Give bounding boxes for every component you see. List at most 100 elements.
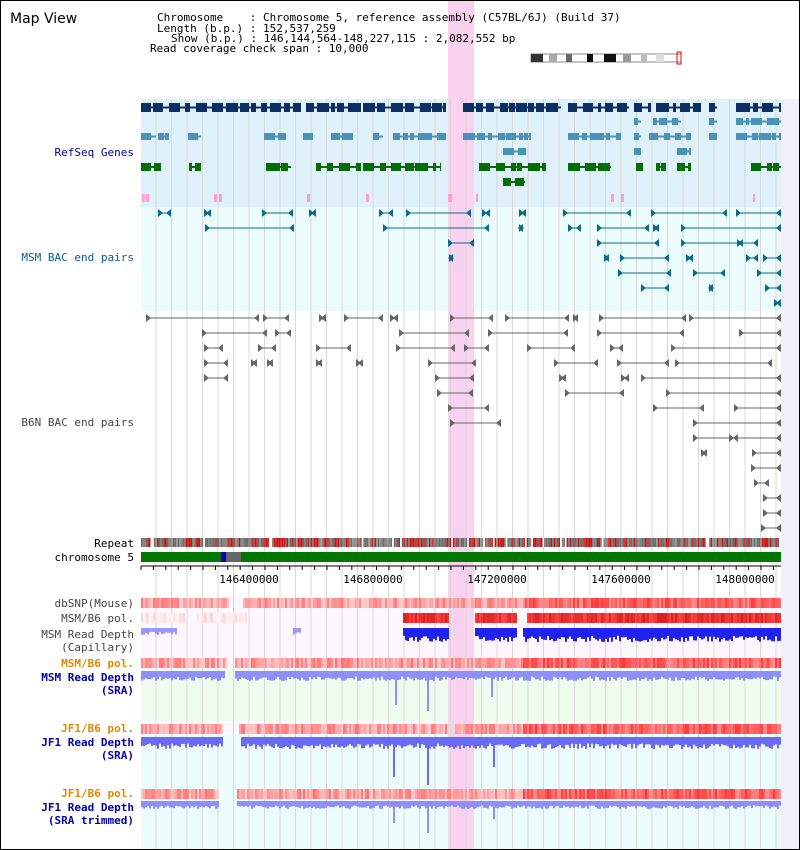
heat-cell — [635, 598, 637, 608]
depth-bar — [707, 671, 709, 681]
depth-bar — [733, 628, 735, 637]
msm-pol-sra-label[interactable]: MSM/B6 pol. — [61, 657, 134, 670]
heat-cell — [445, 658, 447, 668]
msm-depth-sra-label-1[interactable]: MSM Read Depth — [41, 671, 134, 684]
heat-cell — [361, 658, 363, 668]
msm-bac-label[interactable]: MSM BAC end pairs — [21, 251, 134, 264]
heat-cell — [375, 598, 377, 608]
right-margin-bg — [781, 99, 799, 849]
heat-cell — [321, 789, 323, 799]
jf1-pol-label[interactable]: JF1/B6 pol. — [61, 722, 134, 735]
heat-cell — [587, 613, 589, 623]
heat-cell — [657, 724, 659, 734]
heat-cell — [419, 789, 421, 799]
depth-bar — [365, 671, 367, 679]
depth-bar — [169, 671, 171, 679]
heat-cell — [581, 658, 583, 668]
depth-bar — [771, 671, 773, 680]
heat-cell — [185, 658, 187, 668]
depth-bar — [367, 801, 369, 807]
depth-bar — [525, 737, 527, 748]
heat-cell — [681, 598, 683, 608]
depth-bar — [545, 801, 547, 809]
heat-cell — [767, 724, 769, 734]
heat-cell — [141, 658, 143, 668]
gene-exon — [528, 103, 534, 112]
repeat-mark — [441, 538, 444, 547]
depth-bar — [143, 671, 145, 680]
jf1-pol-trimmed-label[interactable]: JF1/B6 pol. — [61, 787, 134, 800]
jf1-trimmed-depth-label-1[interactable]: JF1 Read Depth — [41, 801, 134, 814]
heat-cell — [441, 658, 443, 668]
heat-cell — [323, 724, 325, 734]
heat-cell — [311, 598, 313, 608]
msm-pol-capillary-label[interactable]: MSM/B6 pol. — [61, 612, 134, 625]
depth-bar — [461, 671, 463, 679]
depth-bar — [509, 737, 511, 748]
depth-bar — [613, 628, 615, 638]
depth-bar — [153, 671, 155, 678]
depth-bar — [659, 628, 661, 642]
ideogram-band — [566, 54, 572, 62]
depth-bar — [147, 628, 149, 635]
b6n-bac-label[interactable]: B6N BAC end pairs — [21, 416, 134, 429]
heat-cell — [679, 789, 681, 799]
depth-bar — [735, 628, 737, 638]
depth-bar — [267, 737, 269, 745]
depth-bar — [623, 737, 625, 747]
dbsnp-label[interactable]: dbSNP(Mouse) — [54, 597, 134, 610]
heat-cell — [671, 613, 673, 623]
depth-bar — [667, 628, 669, 636]
repeat-mark — [680, 538, 682, 547]
heat-cell — [733, 724, 735, 734]
heat-cell — [735, 598, 737, 608]
depth-bar — [495, 737, 497, 746]
heat-cell — [469, 724, 471, 734]
depth-bar — [543, 628, 545, 640]
depth-bar — [439, 671, 441, 681]
depth-bar — [687, 628, 689, 641]
heat-cell — [343, 789, 345, 799]
repeat-mark — [177, 538, 180, 547]
heat-cell — [231, 613, 233, 623]
heat-cell — [753, 598, 755, 608]
heat-cell — [585, 789, 587, 799]
depth-bar — [743, 628, 745, 640]
depth-bar — [283, 801, 285, 806]
heat-cell — [569, 658, 571, 668]
depth-bar — [447, 801, 449, 807]
depth-bar — [349, 801, 351, 809]
heat-cell — [631, 598, 633, 608]
heat-cell — [615, 658, 617, 668]
repeat-mark — [443, 538, 445, 547]
depth-bar — [513, 671, 515, 678]
heat-cell — [663, 613, 665, 623]
refseq-genes-label[interactable]: RefSeq Genes — [54, 146, 134, 159]
heat-cell — [491, 724, 493, 734]
gene-exon — [506, 133, 516, 140]
heat-cell — [433, 613, 435, 623]
repeat-mark — [353, 538, 356, 547]
repeat-mark — [605, 538, 607, 547]
heat-cell — [197, 658, 199, 668]
depth-bar — [675, 801, 677, 808]
repeat-mark — [334, 538, 337, 547]
depth-bar — [699, 628, 701, 639]
jf1-depth-label-1[interactable]: JF1 Read Depth — [41, 736, 134, 749]
msm-depth-capillary-label-1[interactable]: MSM Read Depth — [41, 628, 134, 641]
gene-exon — [689, 148, 691, 155]
heat-cell — [747, 789, 749, 799]
heat-cell — [555, 658, 557, 668]
heat-cell — [567, 613, 569, 623]
bac-end-right — [450, 344, 455, 352]
heat-cell — [603, 789, 605, 799]
heat-cell — [255, 789, 257, 799]
depth-bar — [255, 737, 257, 749]
depth-bar — [533, 628, 535, 639]
heat-cell — [325, 598, 327, 608]
depth-bar — [453, 801, 455, 807]
depth-bar — [319, 737, 321, 745]
heat-cell — [657, 613, 659, 623]
repeat-mark — [281, 538, 284, 547]
